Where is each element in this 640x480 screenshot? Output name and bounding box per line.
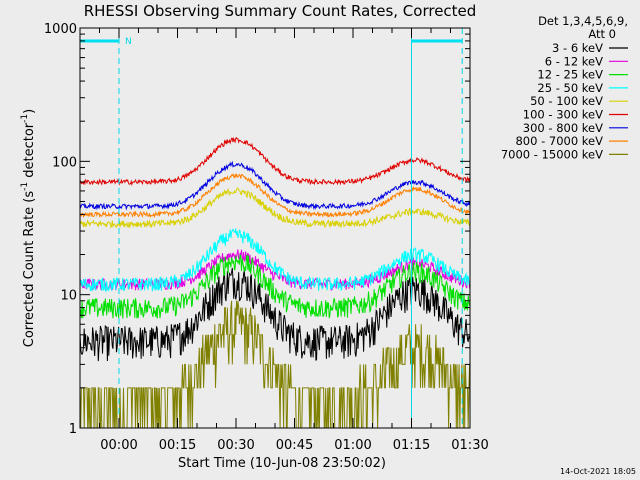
legend-entry-label: 50 - 100 keV <box>530 94 603 108</box>
flag-label: N <box>125 37 132 47</box>
y-tick-label: 100 <box>52 155 77 170</box>
x-tick-label: 00:15 <box>159 438 196 453</box>
timestamp: 14-Oct-2021 18:05 <box>560 467 636 476</box>
marker-layer: N <box>80 28 463 428</box>
y-tick-label: 1000 <box>44 22 77 37</box>
series-line <box>80 187 470 229</box>
series-line <box>80 228 470 293</box>
legend-entry-label: 7000 - 15000 keV <box>501 147 603 161</box>
legend-entry-label: 6 - 12 keV <box>545 54 603 68</box>
series-line <box>80 254 470 319</box>
x-tick-label: 01:15 <box>393 438 430 453</box>
y-axis-label: Corrected Count Rate (s-1 detector-1) <box>20 109 37 347</box>
x-axis-label: Start Time (10-Jun-08 23:50:02) <box>178 456 386 471</box>
x-tick-label: 00:00 <box>100 438 137 453</box>
series-layer <box>80 136 470 428</box>
x-axis: 00:00 00:15 00:30 00:45 01:00 01:15 01:30 <box>79 28 489 453</box>
legend-entry-label: 25 - 50 keV <box>537 81 603 95</box>
x-tick-label: 00:45 <box>276 438 313 453</box>
series-line <box>80 136 470 187</box>
x-tick-label: 00:30 <box>217 438 254 453</box>
y-tick-label: 1 <box>69 422 77 437</box>
chart-title: RHESSI Observing Summary Count Rates, Co… <box>84 2 477 20</box>
legend-entry-label: 100 - 300 keV <box>523 108 603 122</box>
legend-entry-label: 800 - 7000 keV <box>515 134 603 148</box>
plot-area: N <box>79 27 471 429</box>
series-line <box>80 160 470 211</box>
series-line <box>80 300 470 428</box>
series-line <box>80 173 470 219</box>
y-axis: 1 10 100 1000 <box>44 22 470 437</box>
series-line <box>80 267 470 362</box>
legend-entry-label: 300 - 800 keV <box>523 121 603 135</box>
legend-entry-label: 12 - 25 keV <box>537 68 603 82</box>
y-tick-label: 10 <box>60 289 77 304</box>
legend-header-line-1: Det 1,3,4,5,6,9, <box>538 14 628 28</box>
x-tick-label: 01:30 <box>451 438 488 453</box>
legend-header-line-2: Att 0 <box>588 27 616 41</box>
legend-entry-label: 3 - 6 keV <box>552 41 603 55</box>
x-tick-label: 01:00 <box>334 438 371 453</box>
